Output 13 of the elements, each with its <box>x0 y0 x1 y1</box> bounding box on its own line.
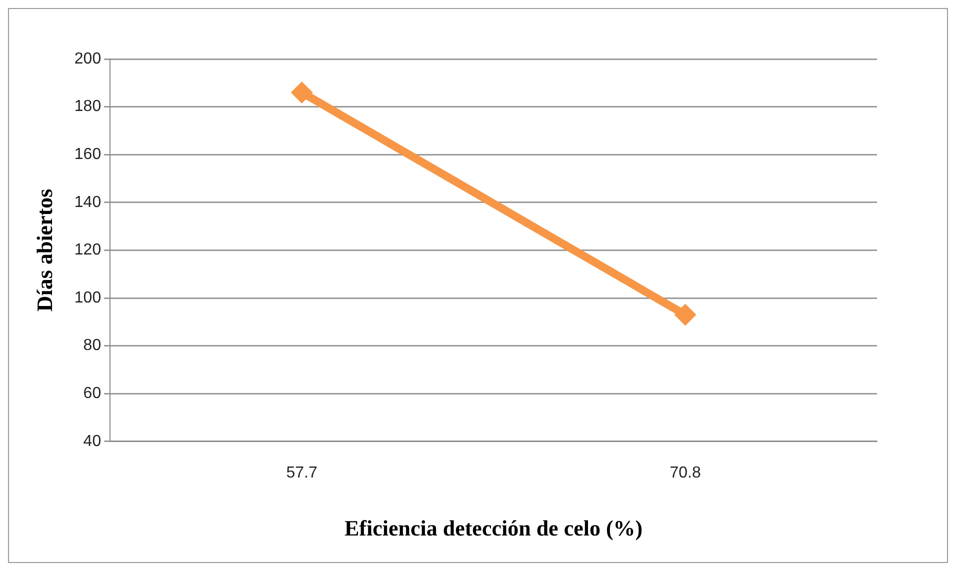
x-tick-label: 57.7 <box>286 464 318 482</box>
y-tick-label: 160 <box>74 146 102 164</box>
y-axis-title: Días abiertos <box>32 188 57 312</box>
y-tick-label: 140 <box>74 194 102 211</box>
y-tick-label: 180 <box>74 98 102 116</box>
x-axis-title: Eficiencia detección de celo (%) <box>344 515 643 540</box>
y-tick-label: 60 <box>83 385 102 402</box>
y-tick-label: 40 <box>83 432 102 450</box>
x-tick-label: 70.8 <box>670 464 701 482</box>
y-tick-label: 200 <box>74 50 102 68</box>
y-tick-label: 120 <box>74 242 102 259</box>
y-tick-label: 100 <box>74 289 102 306</box>
y-tick-label: 80 <box>83 337 102 354</box>
